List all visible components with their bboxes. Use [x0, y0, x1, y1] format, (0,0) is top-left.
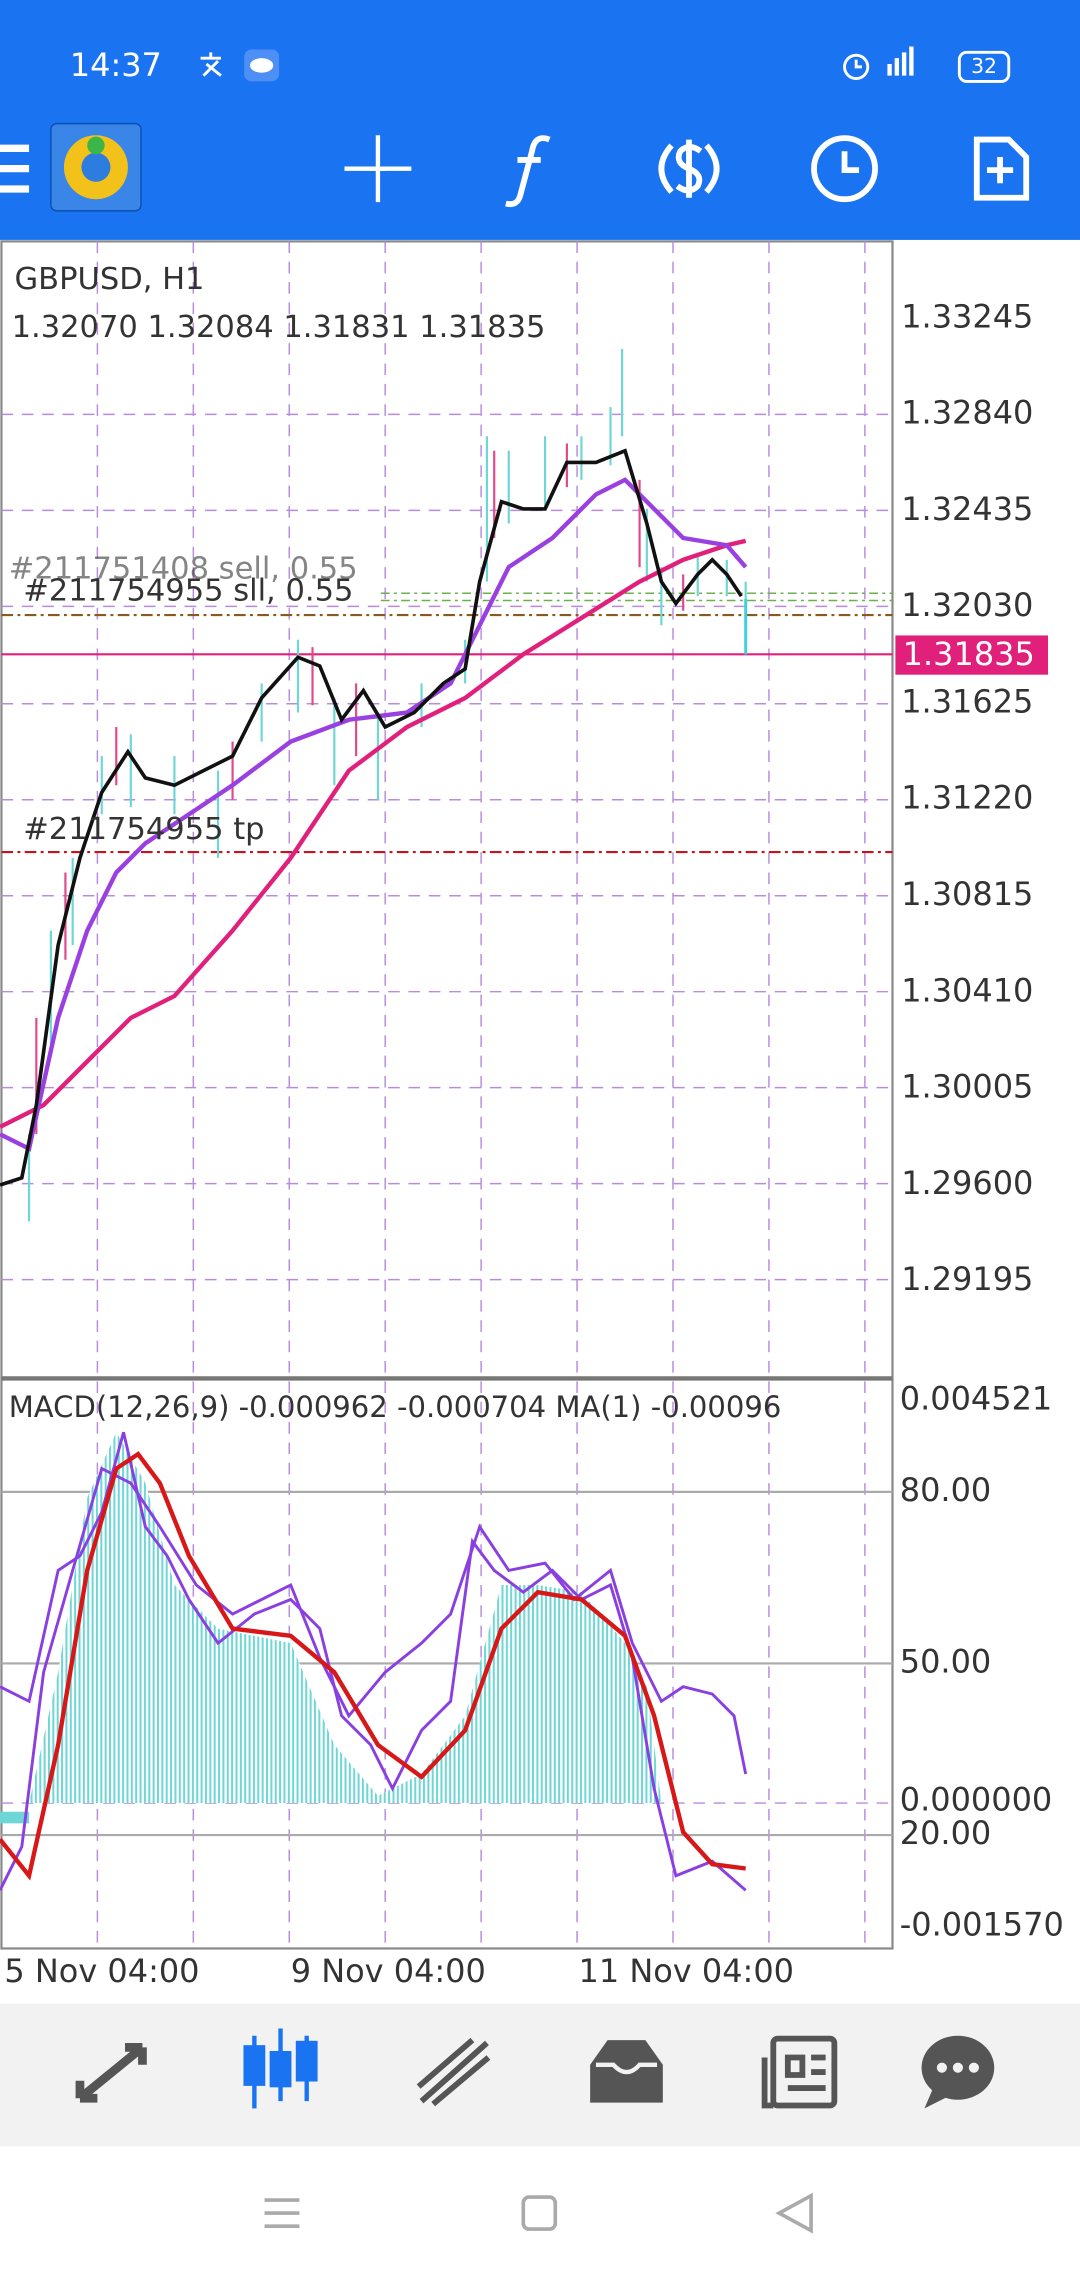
home-button[interactable]: [521, 2195, 558, 2231]
indicator-axis-label: 80.00: [900, 1471, 992, 1509]
price-label: 1.30005: [901, 1068, 1033, 1106]
battery-level: 32: [971, 54, 997, 78]
stoch-main: [0, 1431, 747, 1892]
price-label: 1.32840: [901, 394, 1033, 432]
price-label: 1.31625: [901, 682, 1033, 720]
price-label: 1.29195: [901, 1260, 1033, 1298]
ma-fast: [0, 448, 743, 1187]
ma-medium: [0, 477, 748, 1152]
timeframe-button[interactable]: [811, 135, 878, 203]
price-label: 1.33245: [901, 297, 1033, 335]
recents-button[interactable]: [264, 2198, 300, 2229]
back-button[interactable]: [775, 2192, 813, 2234]
history-tab[interactable]: [590, 2040, 663, 2103]
app-bar: [0, 0, 1080, 240]
price-label: 1.30410: [901, 971, 1033, 1009]
symbol: GBPUSD, H1: [15, 262, 205, 297]
crosshair-button[interactable]: [344, 135, 412, 203]
order-lines: [1, 592, 893, 854]
indicators-button[interactable]: [505, 135, 551, 208]
new-order-button[interactable]: [973, 136, 1030, 201]
time-label: 9 Nov 04:00: [291, 1952, 486, 1990]
indicator-axis-label: 50.00: [900, 1642, 992, 1680]
macd-signal: [0, 1451, 746, 1881]
time-label: 5 Nov 04:00: [4, 1952, 199, 1990]
indicator-axis-label: -0.001570: [900, 1906, 1064, 1944]
chat-tab[interactable]: [921, 2035, 995, 2109]
axes: 1.33245 1.32840 1.32435 1.32030 1.31625 1.312…: [4, 297, 1063, 1990]
indicator-axis-label: 20.00: [900, 1814, 992, 1852]
trade-tab[interactable]: [416, 2037, 491, 2107]
system-nav: [264, 2192, 813, 2234]
price-label: 1.30815: [901, 875, 1033, 913]
bottom-nav: [0, 2003, 1080, 2147]
trade-button[interactable]: [658, 139, 720, 198]
macd-histogram: [0, 1432, 746, 1804]
app-logo[interactable]: [50, 122, 142, 212]
order-label: #211751408 sell, 0.55: [9, 551, 358, 586]
order-label: #211754955 tp: [23, 812, 264, 847]
indicator-axis-label: 0.004521: [900, 1379, 1053, 1417]
news-tab[interactable]: [761, 2035, 838, 2109]
clock: 14:37: [70, 46, 162, 84]
candles-down: [35, 443, 685, 1135]
stoch-signal: [0, 1466, 748, 1891]
current-price-box: [895, 635, 1049, 675]
chart-frame: [0, 240, 894, 1950]
ohlc: 1.32070 1.32084 1.31831 1.31835: [12, 310, 546, 345]
price-label: 1.32030: [901, 586, 1033, 624]
price-label: 1.31220: [901, 779, 1033, 817]
chart-tab[interactable]: [243, 2028, 318, 2109]
toolbar: [0, 122, 1030, 212]
status-icons: [200, 46, 1011, 83]
candles: [27, 348, 747, 1222]
current-price: 1.31835: [903, 635, 1035, 673]
quotes-tab[interactable]: [75, 2042, 147, 2103]
indicator-axis-label: 0.000000: [900, 1781, 1053, 1819]
price-label: 1.29600: [901, 1164, 1033, 1202]
time-label: 11 Nov 04:00: [579, 1952, 794, 1990]
price-label: 1.32435: [901, 490, 1033, 528]
indicator-label: MACD(12,26,9) -0.000962 -0.000704 MA(1) …: [9, 1390, 782, 1424]
order-label: #211754955 sll, 0.55: [23, 573, 353, 608]
menu-button[interactable]: [0, 144, 30, 193]
ma-slow: [0, 538, 747, 1129]
